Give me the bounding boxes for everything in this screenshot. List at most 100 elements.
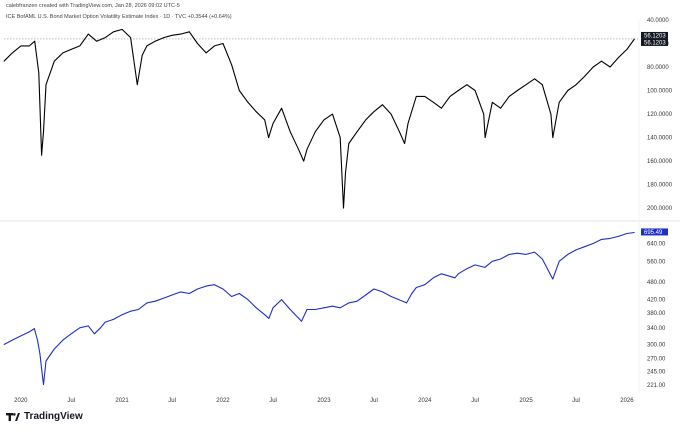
y-tick-label: 640.00 xyxy=(647,242,666,248)
last-value-badge xyxy=(641,228,668,236)
data-point xyxy=(525,84,527,86)
x-tick-label: Jul xyxy=(471,398,479,404)
data-point xyxy=(373,111,375,113)
y-tick-label: 340.00 xyxy=(647,326,666,332)
data-point xyxy=(180,33,182,35)
data-point xyxy=(34,40,36,42)
data-point xyxy=(348,302,350,304)
data-point xyxy=(483,113,485,115)
data-point xyxy=(558,260,560,262)
data-point xyxy=(484,267,486,268)
data-point xyxy=(601,60,602,62)
data-point xyxy=(87,33,89,35)
last-value-label: 56.1203 xyxy=(644,33,666,39)
data-point xyxy=(289,131,291,133)
last-value-label: 695.49 xyxy=(644,230,663,236)
data-point xyxy=(365,119,367,121)
data-point xyxy=(339,307,341,309)
data-point xyxy=(552,137,554,139)
data-point xyxy=(41,154,42,156)
data-point xyxy=(130,310,132,312)
data-point xyxy=(136,84,138,86)
data-point xyxy=(491,260,493,262)
data-point xyxy=(154,40,156,42)
data-point xyxy=(592,66,594,68)
data-point xyxy=(534,251,535,253)
data-point xyxy=(171,294,173,296)
y-tick-label: 40.0000 xyxy=(647,18,669,24)
data-point xyxy=(163,37,165,38)
data-point xyxy=(268,318,270,319)
data-point xyxy=(609,66,611,68)
data-point xyxy=(382,104,383,106)
data-point xyxy=(618,57,619,58)
y-tick-label: 380.00 xyxy=(647,311,666,317)
data-point xyxy=(62,339,64,341)
y-tick-label: 80.0000 xyxy=(647,65,669,71)
data-point xyxy=(592,243,594,244)
data-point xyxy=(339,137,341,139)
data-point xyxy=(100,327,101,329)
y-tick-label: 100.0000 xyxy=(647,89,673,95)
data-point xyxy=(433,277,434,279)
data-point xyxy=(508,254,510,255)
data-point xyxy=(424,96,426,97)
data-point xyxy=(11,52,13,54)
data-point xyxy=(365,294,367,296)
data-point xyxy=(306,148,308,150)
data-point xyxy=(197,288,198,290)
data-point xyxy=(104,321,106,323)
data-point xyxy=(373,288,375,290)
data-point xyxy=(87,325,89,327)
y-tick-label: 160.0000 xyxy=(647,159,673,165)
data-point xyxy=(508,96,510,97)
data-point xyxy=(314,309,316,310)
data-point xyxy=(94,333,95,335)
data-point xyxy=(303,160,305,162)
data-point xyxy=(104,37,106,38)
data-point xyxy=(197,43,198,44)
y-tick-label: 140.0000 xyxy=(647,136,673,142)
data-point xyxy=(29,331,30,333)
data-point xyxy=(466,84,468,86)
data-point xyxy=(406,302,407,304)
data-point xyxy=(138,309,139,310)
data-point xyxy=(79,327,81,329)
data-point xyxy=(541,258,543,260)
data-point xyxy=(390,296,392,297)
data-point xyxy=(618,236,619,237)
x-tick-label: Jul xyxy=(168,398,176,404)
symbol-legend[interactable]: ICE BofAML U.S. Bond Market Option Volat… xyxy=(6,14,232,20)
data-point xyxy=(188,293,190,294)
data-point xyxy=(70,49,72,50)
data-point xyxy=(154,300,156,302)
tradingview-logo-icon xyxy=(6,412,20,421)
data-point xyxy=(474,264,476,266)
data-point xyxy=(247,299,249,300)
data-point xyxy=(484,137,486,139)
data-point xyxy=(634,232,635,233)
chart-credit: calebfranzen created with TradingView.co… xyxy=(6,3,180,9)
data-point xyxy=(171,34,173,36)
data-point xyxy=(500,107,501,109)
data-point xyxy=(552,278,554,280)
data-point xyxy=(163,297,165,299)
data-point xyxy=(323,307,325,309)
data-point xyxy=(37,339,38,341)
data-point xyxy=(407,123,409,124)
data-point xyxy=(454,277,456,279)
x-tick-label: 2025 xyxy=(519,398,533,404)
data-point xyxy=(43,384,44,385)
y-tick-label: 180.0000 xyxy=(647,183,673,189)
last-value-badge xyxy=(641,31,668,39)
data-point xyxy=(222,288,224,290)
data-point xyxy=(415,96,417,97)
data-point xyxy=(38,72,40,74)
data-point xyxy=(141,54,143,56)
data-point xyxy=(96,40,97,42)
data-point xyxy=(268,137,269,139)
x-tick-label: Jul xyxy=(370,398,378,404)
data-point xyxy=(411,293,413,294)
y-tick-label: 420.00 xyxy=(647,298,666,304)
